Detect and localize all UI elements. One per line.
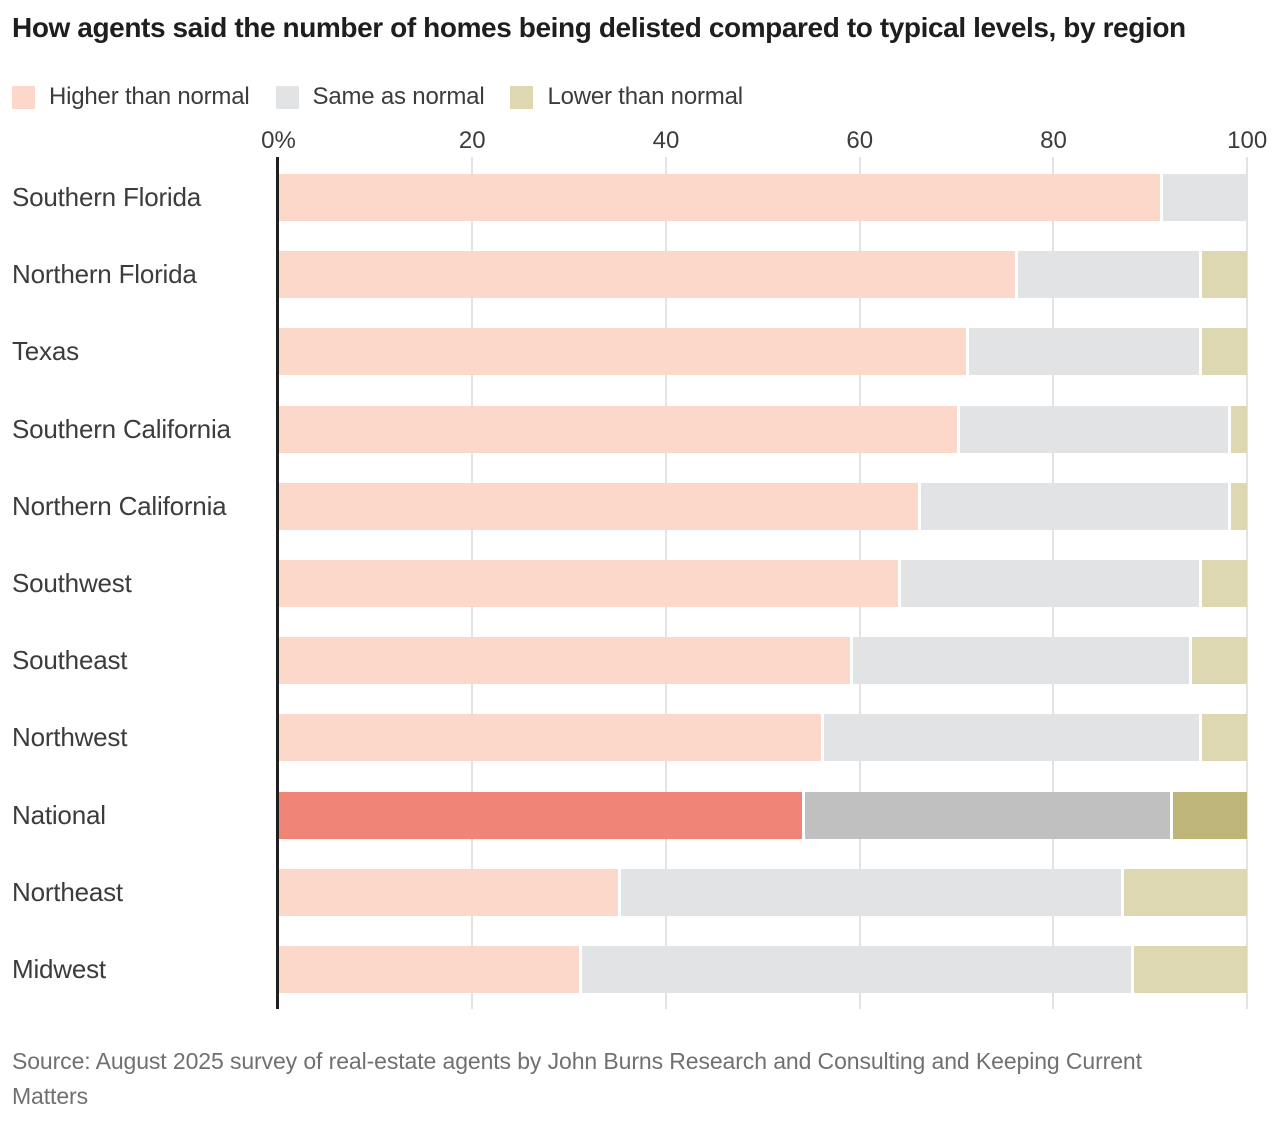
y-axis-line	[276, 157, 279, 1009]
bar-row-texas	[278, 328, 1248, 376]
bar-segment-lower	[1198, 251, 1248, 299]
x-axis-tick-label: 20	[458, 127, 486, 154]
bar-row-southwest	[278, 560, 1248, 607]
row-label: Southern California	[12, 413, 231, 444]
legend-swatch-lower	[510, 85, 534, 109]
row-label: Midwest	[12, 954, 106, 984]
bar-row-southern-florida	[278, 174, 1248, 221]
bar-segment-lower	[1198, 328, 1248, 376]
bar-row-northwest	[278, 714, 1248, 762]
bar-row-northern-florida	[278, 251, 1248, 299]
bar-segment-lower	[1198, 714, 1248, 762]
bar-segment-same	[617, 868, 1122, 916]
legend: Higher than normal Same as normal Lower …	[12, 83, 743, 111]
source-note: Source: August 2025 survey of real-estat…	[12, 1048, 1142, 1109]
bar-segment-higher	[278, 791, 802, 839]
legend-swatch-higher	[12, 85, 35, 109]
bar-segment-higher	[278, 251, 1015, 299]
row-label: Northeast	[12, 876, 123, 907]
bar-segment-higher	[278, 946, 579, 993]
bar-segment-same	[956, 405, 1228, 453]
bar-segment-lower	[1227, 405, 1248, 453]
row-label: Northwest	[12, 722, 128, 753]
x-axis-tick-label: 0%	[261, 127, 296, 154]
row-label: Southeast	[12, 645, 128, 676]
legend-swatch-same	[275, 85, 299, 109]
x-axis-tick-label: 40	[652, 127, 680, 154]
bar-row-southern-california	[278, 405, 1248, 453]
row-label: Texas	[12, 336, 79, 367]
bar-segment-same	[1160, 174, 1248, 221]
bar-segment-lower	[1227, 482, 1248, 530]
x-axis-tick-label: 100	[1227, 127, 1268, 154]
bar-segment-higher	[278, 174, 1161, 221]
bar-segment-same	[917, 482, 1228, 530]
x-axis-tick-label: 60	[846, 127, 874, 154]
bar-segment-lower	[1121, 868, 1248, 916]
bar-segment-higher	[278, 868, 618, 916]
bar-row-northern-california	[278, 482, 1248, 530]
bar-segment-same	[820, 714, 1199, 762]
bar-row-southeast	[278, 637, 1248, 685]
row-label: National	[12, 799, 106, 830]
legend-item-higher: Higher than normal	[12, 83, 250, 111]
bar-row-midwest	[278, 946, 1248, 993]
x-axis-tick-label: 80	[1040, 127, 1067, 154]
bar-segment-lower	[1198, 560, 1248, 607]
bar-segment-higher	[278, 482, 918, 530]
bar-segment-same	[966, 328, 1199, 376]
bar-segment-higher	[278, 714, 821, 762]
bar-segment-higher	[278, 637, 851, 685]
legend-label-same: Same as normal	[312, 83, 485, 110]
gridline	[1246, 157, 1249, 1009]
row-label: Northern California	[12, 490, 227, 521]
bar-segment-lower	[1169, 791, 1248, 839]
row-label: Northern Florida	[12, 259, 197, 290]
bar-row-northeast	[278, 868, 1248, 916]
bar-segment-higher	[278, 560, 899, 607]
bar-segment-higher	[278, 405, 957, 453]
row-label: Southwest	[12, 568, 132, 598]
bar-segment-lower	[1189, 637, 1248, 685]
chart-title: How agents said the number of homes bein…	[12, 12, 1186, 43]
bar-segment-lower	[1130, 946, 1248, 993]
legend-item-same: Same as normal	[275, 83, 485, 111]
bar-segment-same	[898, 560, 1199, 607]
bar-segment-same	[850, 637, 1190, 685]
bar-segment-same	[578, 946, 1131, 993]
legend-label-higher: Higher than normal	[49, 83, 250, 110]
legend-label-lower: Lower than normal	[547, 83, 743, 110]
bar-segment-same	[801, 791, 1170, 839]
bar-segment-same	[1014, 251, 1199, 299]
row-label: Southern Florida	[12, 182, 202, 212]
bar-segment-higher	[278, 328, 967, 376]
bar-row-national	[278, 791, 1248, 839]
legend-item-lower: Lower than normal	[510, 83, 743, 111]
